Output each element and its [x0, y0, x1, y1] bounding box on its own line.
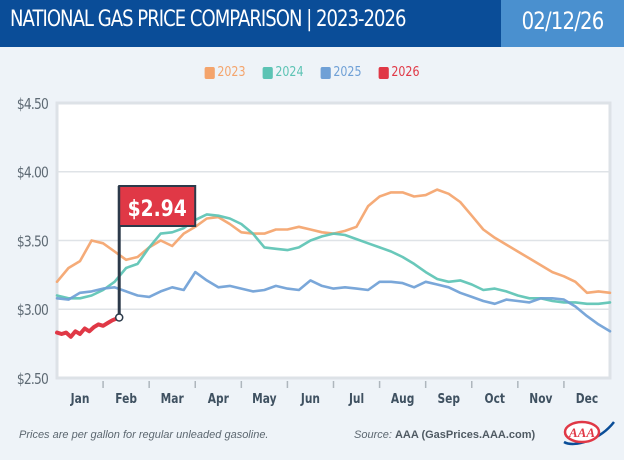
legend-label: 2026 — [391, 65, 420, 80]
chart-legend: 2023 2024 2025 2026 — [0, 65, 624, 80]
y-tick-label: $4.50 — [17, 96, 48, 113]
x-tick-label: May — [252, 391, 277, 406]
legend-item-2024: 2024 — [262, 65, 304, 80]
y-tick-label: $4.00 — [17, 165, 48, 182]
x-tick-label: Jun — [300, 391, 320, 406]
source-name: AAA (GasPrices.AAA.com) — [394, 429, 536, 441]
x-tick-label: Jan — [70, 391, 90, 406]
legend-swatch — [204, 66, 215, 79]
y-tick-label: $2.50 — [17, 371, 48, 388]
x-tick-label: Mar — [161, 391, 184, 406]
x-tick-label: Sep — [437, 391, 460, 406]
legend-swatch — [320, 66, 331, 79]
flag-label-box — [118, 185, 197, 227]
x-tick-label: Feb — [115, 391, 137, 406]
y-tick-label: $3.00 — [17, 302, 48, 319]
series-line-2026 — [55, 315, 122, 339]
aaa-logo: AAA — [563, 420, 615, 446]
aaa-logo-text: AAA — [568, 425, 595, 440]
series-line-2025 — [55, 270, 612, 333]
legend-label: 2024 — [275, 65, 304, 80]
x-tick-label: Nov — [529, 391, 552, 406]
current-price-marker — [114, 313, 124, 322]
x-tick-label: Oct — [485, 391, 506, 406]
legend-label: 2025 — [333, 65, 362, 80]
x-tick-label: Aug — [391, 391, 414, 406]
footnote: Prices are per gallon for regular unlead… — [19, 429, 269, 441]
x-tick-label: Apr — [208, 391, 229, 406]
legend-swatch — [262, 66, 273, 79]
date-box: 02/12/26 — [501, 0, 624, 47]
legend-item-2026: 2026 — [378, 65, 420, 80]
x-tick-label: Jul — [348, 391, 364, 406]
flag-label: $2.94 — [128, 196, 187, 222]
title-banner: NATIONAL GAS PRICE COMPARISON | 2023-202… — [0, 0, 501, 47]
legend-swatch — [378, 66, 389, 79]
date-label: 02/12/26 — [521, 7, 605, 35]
legend-item-2023: 2023 — [204, 65, 245, 80]
legend-item-2025: 2025 — [320, 65, 362, 80]
source-label: Source: — [354, 429, 392, 441]
series-line-2024 — [55, 213, 612, 306]
x-tick-label: Dec — [576, 391, 598, 406]
legend-label: 2023 — [217, 65, 246, 80]
page-title: NATIONAL GAS PRICE COMPARISON | 2023-202… — [10, 7, 407, 32]
source-credit: Source: AAA (GasPrices.AAA.com) — [354, 429, 535, 441]
y-tick-label: $3.50 — [17, 233, 48, 250]
